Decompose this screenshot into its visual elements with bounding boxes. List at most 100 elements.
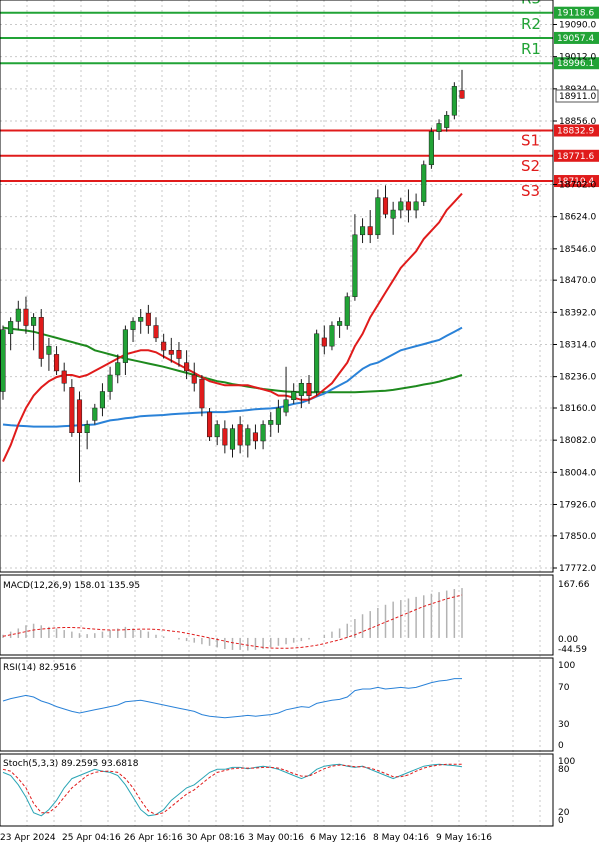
candle-body bbox=[191, 374, 197, 384]
level-name-r2: R2 bbox=[521, 15, 541, 33]
level-name-s1: S1 bbox=[521, 132, 540, 150]
candle-body bbox=[122, 329, 128, 363]
stoch-tick-80: 80 bbox=[558, 765, 570, 775]
candle-body bbox=[337, 321, 343, 326]
rsi-tick-70: 70 bbox=[558, 683, 570, 693]
level-value-badge bbox=[554, 149, 599, 162]
price-tick-label: 18314.0 bbox=[559, 340, 596, 350]
stoch-tick-0: 0 bbox=[558, 816, 564, 826]
candle-body bbox=[207, 411, 213, 438]
time-axis: 23 Apr 2024 25 Apr 04:16 26 Apr 16:16 30… bbox=[0, 833, 492, 843]
price-tick-label: 18082.0 bbox=[559, 436, 596, 446]
candle-body bbox=[367, 226, 373, 236]
candle-body bbox=[314, 333, 320, 392]
candle-body bbox=[8, 321, 14, 335]
candle-body bbox=[428, 131, 434, 165]
candle-body bbox=[268, 420, 274, 425]
level-name-s2: S2 bbox=[521, 157, 540, 175]
candle-body bbox=[444, 114, 450, 128]
price-tick-label: 17926.0 bbox=[559, 500, 596, 510]
macd-tick-bottom: -44.59 bbox=[558, 645, 587, 655]
level-value-badge bbox=[554, 57, 599, 70]
level-name-s3: S3 bbox=[521, 182, 540, 200]
candle-body bbox=[283, 399, 289, 413]
candle-body bbox=[390, 209, 396, 219]
level-value-badge bbox=[554, 6, 599, 19]
candle-body bbox=[161, 341, 167, 351]
candle-body bbox=[99, 391, 105, 409]
macd-tick-zero: 0.00 bbox=[558, 635, 578, 645]
price-tick-label: 18702.0 bbox=[559, 180, 596, 190]
candle-body bbox=[153, 325, 159, 339]
stoch-tick-100: 100 bbox=[558, 757, 575, 767]
price-tick-label: 19090.0 bbox=[559, 20, 596, 30]
price-tick-label: 18546.0 bbox=[559, 245, 596, 255]
candle-body bbox=[199, 378, 205, 409]
candle-body bbox=[145, 312, 151, 326]
rsi-tick-100: 100 bbox=[558, 661, 575, 671]
time-label-5: 6 May 12:16 bbox=[310, 833, 366, 843]
current-price-marker: 18911.0 bbox=[555, 89, 599, 103]
rsi-label: RSI(14) 82.9516 bbox=[3, 663, 76, 673]
time-label-3: 30 Apr 08:16 bbox=[186, 833, 245, 843]
candle-body bbox=[69, 387, 75, 433]
stoch-tick-20: 20 bbox=[558, 808, 570, 818]
candle-body bbox=[138, 317, 144, 322]
level-value-s2: 18771.6 bbox=[557, 152, 594, 162]
candles bbox=[0, 69, 465, 483]
price-tick-label: 17850.0 bbox=[559, 532, 596, 542]
level-value-s1: 18832.9 bbox=[557, 127, 594, 137]
candle-body bbox=[275, 407, 281, 425]
price-tick-label: 18236.0 bbox=[559, 373, 596, 383]
price-tick-label: 17772.0 bbox=[559, 564, 596, 574]
candle-body bbox=[382, 197, 389, 215]
candle-body bbox=[176, 350, 182, 359]
candle-body bbox=[352, 234, 358, 297]
candle-body bbox=[54, 354, 60, 372]
candle-body bbox=[245, 428, 251, 446]
candle-body bbox=[23, 308, 29, 326]
level-value-s3: 18710.4 bbox=[557, 177, 594, 187]
stoch-label: Stoch(5,3,3) 89.2595 93.6818 bbox=[3, 759, 139, 769]
level-value-badge bbox=[554, 31, 599, 44]
candle-body bbox=[436, 123, 442, 132]
ma-fast-line bbox=[2, 192, 463, 463]
current-price-label: 18911.0 bbox=[559, 92, 596, 102]
candle-body bbox=[398, 201, 404, 211]
price-panel-frame bbox=[0, 0, 554, 573]
candle-body bbox=[184, 362, 190, 372]
candle-body bbox=[222, 428, 228, 446]
time-label-1: 25 Apr 04:16 bbox=[62, 833, 121, 843]
candle-body bbox=[0, 329, 6, 392]
time-label-7: 9 May 16:16 bbox=[436, 833, 492, 843]
candle-body bbox=[421, 164, 427, 203]
price-tick-label: 18856.0 bbox=[559, 117, 596, 127]
macd-label: MACD(12,26,9) 158.01 135.95 bbox=[3, 581, 140, 591]
time-label-4: 3 May 00:16 bbox=[248, 833, 304, 843]
candle-body bbox=[92, 407, 98, 421]
candle-body bbox=[344, 296, 350, 326]
candle-body bbox=[298, 383, 304, 396]
candle-body bbox=[130, 321, 136, 330]
level-value-r2: 19057.4 bbox=[557, 34, 594, 44]
price-tick-label: 19012.0 bbox=[559, 53, 596, 63]
candle-body bbox=[252, 432, 258, 442]
price-axis: 19090.019012.018934.018856.018702.018624… bbox=[553, 20, 596, 574]
candle-body bbox=[107, 374, 113, 392]
level-name-r3: R3 bbox=[521, 0, 541, 8]
candle-body bbox=[360, 226, 366, 236]
price-tick-label: 18624.0 bbox=[559, 213, 596, 223]
stoch-panel: Stoch(5,3,3) 89.2595 93.6818 100 80 20 0 bbox=[0, 753, 575, 827]
candle-body bbox=[405, 201, 411, 211]
level-value-badge bbox=[554, 175, 599, 188]
candle-body bbox=[459, 90, 465, 99]
level-name-r1: R1 bbox=[521, 40, 541, 58]
candle-body bbox=[451, 86, 457, 116]
time-label-2: 26 Apr 16:16 bbox=[124, 833, 183, 843]
rsi-tick-0: 0 bbox=[558, 741, 564, 751]
price-tick-label: 18470.0 bbox=[559, 276, 596, 286]
time-label-0: 23 Apr 2024 bbox=[0, 833, 56, 843]
candle-body bbox=[61, 370, 67, 384]
